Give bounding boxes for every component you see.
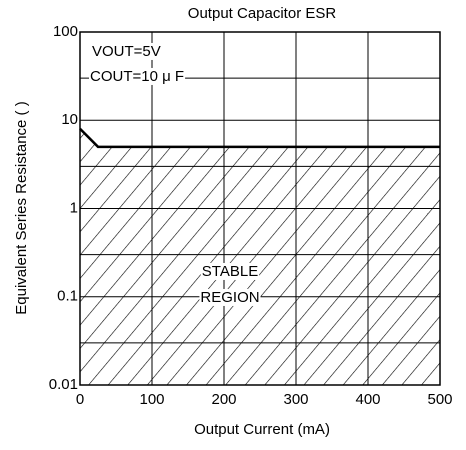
annotation-bg: [91, 42, 162, 60]
x-axis-label: Output Current (mA): [194, 421, 330, 438]
y-tick-label: 1: [70, 199, 78, 216]
x-tick-label: 300: [283, 391, 308, 408]
annotation-bg: [89, 67, 186, 85]
x-tick-label: 400: [355, 391, 380, 408]
stable-region: [80, 128, 440, 385]
annotation: VOUT=5V: [92, 43, 161, 60]
x-tick-label: 100: [139, 391, 164, 408]
y-tick-label: 0.1: [57, 288, 78, 305]
annotation: COUT=10 μ F: [90, 68, 184, 85]
boundary-line: [79, 127, 440, 149]
annotation-bg: [200, 262, 260, 280]
y-tick-label: 10: [61, 111, 78, 128]
x-tick-label: 0: [76, 391, 84, 408]
annotation-bg: [199, 288, 261, 306]
x-tick-label: 500: [427, 391, 452, 408]
annotation: STABLE: [202, 263, 258, 280]
y-tick-label: 100: [53, 23, 78, 40]
annotation: REGION: [200, 289, 259, 306]
y-tick-label: 0.01: [49, 376, 78, 393]
plot-frame: [79, 31, 441, 386]
y-axis-label: Equivalent Series Resistance ( ): [13, 101, 30, 314]
chart-title: Output Capacitor ESR: [188, 5, 337, 22]
x-tick-label: 200: [211, 391, 236, 408]
